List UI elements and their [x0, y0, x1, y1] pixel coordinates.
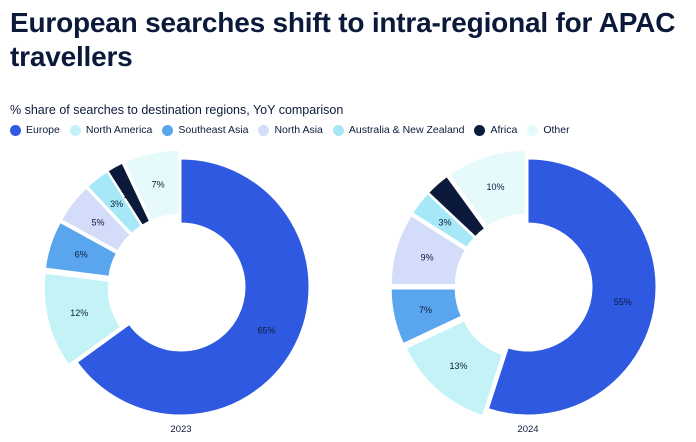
legend-swatch — [474, 124, 486, 136]
legend-item: Australia & New Zealand — [332, 124, 465, 136]
donut-slice-north-asia — [61, 187, 131, 252]
slice-label: 6% — [75, 250, 88, 260]
slice-label: 7% — [152, 180, 165, 190]
legend-swatch — [258, 124, 270, 136]
slice-label: 3% — [110, 199, 123, 209]
donut-slice-australia-new-zealand — [87, 171, 142, 234]
slice-label: 55% — [614, 297, 632, 307]
slice-label: 5% — [92, 218, 105, 228]
slice-label: 3% — [452, 203, 465, 213]
slice-label: 10% — [487, 182, 505, 192]
legend-label: Europe — [26, 124, 60, 136]
slice-label: 9% — [421, 253, 434, 263]
legend-swatch — [527, 124, 539, 136]
legend-label: North America — [85, 124, 153, 136]
legend-item: Africa — [474, 124, 517, 136]
donut-slice-europe — [76, 158, 310, 416]
donut-slice-africa — [428, 175, 486, 238]
slice-label: 65% — [258, 326, 276, 336]
donut-slice-north-america — [43, 272, 122, 366]
donut-slice-southeast-asia — [44, 221, 118, 277]
legend-swatch — [10, 124, 21, 136]
chart-subtitle: % share of searches to destination regio… — [10, 103, 344, 117]
slice-label: 12% — [70, 308, 88, 318]
legend-item: Other — [527, 124, 570, 136]
year-label: 2023 — [170, 424, 191, 435]
donut-slice-other — [449, 149, 526, 228]
slice-label: 7% — [419, 305, 432, 315]
legend-label: Other — [543, 124, 570, 136]
legend-item: North America — [69, 124, 153, 136]
legend-swatch — [162, 124, 174, 136]
legend-item: Europe — [10, 124, 60, 136]
slice-label: 13% — [450, 361, 468, 371]
legend-label: Southeast Asia — [178, 124, 249, 136]
donut-slice-other — [123, 149, 180, 221]
donut-slice-europe — [487, 158, 657, 416]
legend-swatch — [69, 124, 81, 136]
legend-item: North Asia — [258, 124, 323, 136]
donut-slice-north-asia — [390, 215, 467, 285]
legend-swatch — [332, 124, 344, 136]
donut-slice-australia-new-zealand — [412, 193, 475, 248]
chart-title: European searches shift to intra-regiona… — [10, 7, 676, 72]
slice-label: 3% — [439, 218, 452, 228]
year-label: 2024 — [517, 424, 538, 435]
legend-item: Southeast Asia — [162, 124, 248, 136]
legend-label: Australia & New Zealand — [348, 124, 465, 136]
legend-label: North Asia — [274, 124, 323, 136]
slice-label: 2% — [124, 190, 137, 200]
donut-chart-2024: 55% 13% 7% 9% 3%3% 10% 2024 — [390, 149, 657, 435]
donut-slice-africa — [107, 162, 151, 226]
donut-chart-2023: 65% 12% 6% 5% 3%2% 7% 2023 — [43, 149, 310, 435]
legend-label: Africa — [490, 124, 518, 136]
donut-slice-southeast-asia — [390, 288, 462, 345]
donut-slice-north-america — [405, 320, 503, 417]
legend: Europe North America Southeast Asia North A… — [10, 124, 580, 136]
